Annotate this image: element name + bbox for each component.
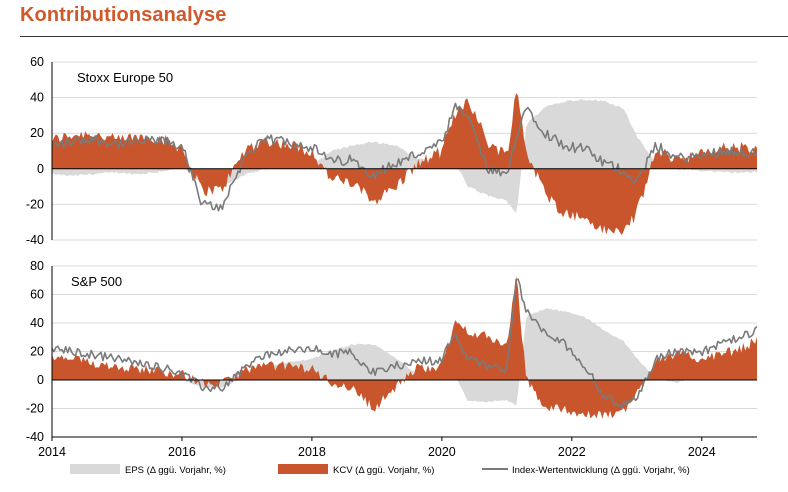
legend-kcv-label: KCV (Δ ggü. Vorjahr, %) [333, 465, 434, 476]
legend-eps-label: EPS (Δ ggü. Vorjahr, %) [125, 465, 226, 476]
index-line [51, 102, 758, 212]
eps-area [52, 99, 757, 213]
y-tick-label: 60 [30, 55, 44, 69]
y-tick-label: 20 [30, 345, 44, 359]
y-tick-label: -20 [26, 197, 44, 211]
index-lines [51, 102, 758, 409]
y-tick-label: 0 [37, 162, 44, 176]
x-tick-label: 2020 [428, 445, 456, 459]
title-divider [20, 36, 788, 37]
panel-title-sp500: S&P 500 [71, 274, 122, 289]
y-tick-label: 40 [30, 91, 44, 105]
y-tick-label: -40 [26, 430, 44, 444]
index-line [51, 278, 758, 409]
y-tick-label: 40 [30, 316, 44, 330]
axis-labels: -40 -20 0 20 40 60 -40 -20 0 20 40 60 80 2014 2016 2018… [26, 55, 716, 459]
legend: EPS (Δ ggü. Vorjahr, %) KCV (Δ ggü. Vorj… [70, 464, 690, 476]
y-tick-label: 20 [30, 126, 44, 140]
eps-area [52, 308, 757, 406]
x-tick-label: 2022 [558, 445, 586, 459]
kcv-area [52, 276, 757, 419]
y-tick-label: 0 [37, 373, 44, 387]
gridlines [52, 61, 757, 438]
kcv-areas [52, 93, 757, 419]
x-tick-label: 2014 [38, 445, 66, 459]
axes [51, 62, 757, 441]
eps-areas [52, 99, 757, 406]
legend-eps-swatch [70, 464, 120, 474]
y-tick-label: 80 [30, 259, 44, 273]
x-tick-label: 2018 [298, 445, 326, 459]
page-title: Kontributionsanalyse [20, 4, 227, 26]
legend-index-label: Index-Wertentwicklung (Δ ggü. Vorjahr, %… [512, 465, 690, 476]
legend-kcv-swatch [278, 464, 328, 474]
panel-title-stoxx: Stoxx Europe 50 [77, 70, 173, 85]
x-tick-label: 2024 [688, 445, 716, 459]
x-tick-label: 2016 [168, 445, 196, 459]
y-tick-label: -40 [26, 233, 44, 247]
y-tick-label: -20 [26, 402, 44, 416]
kcv-area [52, 93, 757, 236]
y-tick-label: 60 [30, 288, 44, 302]
